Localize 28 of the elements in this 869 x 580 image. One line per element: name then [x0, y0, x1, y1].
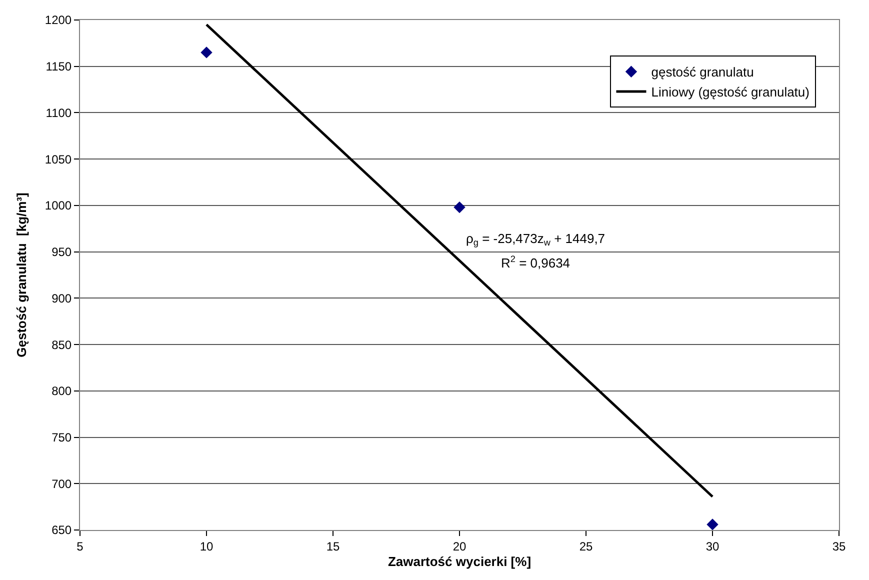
point	[200, 46, 212, 58]
point	[454, 201, 466, 214]
y-tick-label: 1150	[46, 60, 72, 74]
y-tick-label: 1050	[44, 152, 72, 166]
x-tick-label: 25	[579, 539, 593, 554]
annotation: ρ$_{g}$ = -25,473z$_{w}$ + 1449,7	[466, 231, 606, 248]
y-tick-label: 1200	[44, 13, 72, 28]
y-tick-label: 850	[52, 338, 72, 352]
y-tick-label: 950	[52, 245, 72, 260]
y-tick-label: 750	[52, 430, 72, 444]
y-axis-title: Gęstość granulatu [kg/m³]	[14, 192, 29, 358]
y-tick-label: 1100	[46, 106, 72, 120]
x-tick-label: 10	[200, 539, 214, 554]
y-tick-label: 700	[52, 476, 72, 491]
annotation: R$^{2}$ = 0,9634	[501, 254, 570, 270]
legend-label: gęstość granulatu	[651, 64, 754, 80]
y-tick-label: 1000	[44, 198, 72, 213]
x-tick-label: 20	[452, 539, 466, 554]
point	[706, 518, 718, 530]
y-tick-label: 650	[52, 523, 72, 538]
x-axis-title: Zawartość wycierki [%]	[388, 554, 532, 569]
x-tick-label: 5	[76, 539, 84, 554]
x-tick-label: 35	[832, 539, 846, 554]
x-tick-label: 15	[326, 539, 340, 554]
legend-label: Liniowy (gęstość granulatu)	[651, 84, 810, 100]
y-tick-label: 800	[52, 384, 72, 398]
y-tick-label: 900	[52, 291, 72, 306]
x-tick-label: 30	[706, 539, 720, 554]
